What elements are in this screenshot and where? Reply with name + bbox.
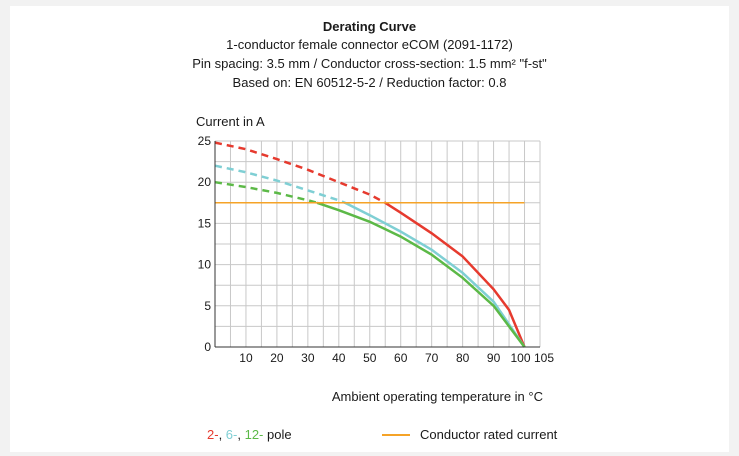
y-tick-label: 25 (198, 134, 212, 148)
x-tick-label: 10 (239, 351, 253, 365)
legend-pole-suffix: pole (263, 427, 292, 442)
chart-title: Derating Curve (322, 19, 417, 34)
y-tick-label: 15 (198, 216, 212, 230)
legend-poles: 2-, 6-, 12- pole (207, 427, 292, 442)
chart-header: Derating Curve 1-conductor female connec… (10, 18, 729, 92)
series-2-dashed (214, 141, 386, 204)
x-axis-label: Ambient operating temperature in °C (332, 389, 543, 404)
chart-grid (215, 140, 541, 347)
x-tick-label: 40 (332, 351, 346, 365)
y-tick-label: 5 (204, 299, 211, 313)
chart-subtitle-product: 1-conductor female connector eCOM (2091-… (226, 37, 513, 52)
x-tick-label: 90 (487, 351, 501, 365)
chart-subtitle-basis: Based on: EN 60512-5-2 / Reduction facto… (232, 75, 507, 90)
chart-tick-labels: 0 5 10 15 20 25 10 20 30 40 50 60 70 80 90 100 105 (198, 134, 555, 365)
series-12-dashed (214, 180, 318, 205)
legend-pole-2: 2- (207, 427, 219, 442)
chart-axes (214, 141, 540, 348)
y-tick-label: 0 (204, 340, 211, 354)
x-tick-label: 80 (456, 351, 470, 365)
chart-panel: Derating Curve 1-conductor female connec… (10, 6, 729, 452)
chart-series (214, 141, 526, 348)
y-axis-label: Current in A (196, 114, 265, 129)
series-6-dashed (214, 164, 346, 204)
y-tick-label: 10 (198, 258, 212, 272)
x-tick-label: 105 (534, 351, 554, 365)
x-tick-label: 30 (301, 351, 315, 365)
derating-chart: 0 5 10 15 20 25 10 20 30 40 50 60 70 80 90 100 105 Curre… (196, 114, 555, 436)
y-tick-label: 20 (198, 175, 212, 189)
chart-subtitle-spacing: Pin spacing: 3.5 mm / Conductor cross-se… (192, 56, 547, 71)
series-2-solid (384, 201, 526, 348)
x-tick-label: 100 (511, 351, 531, 365)
legend-sep-1: , (218, 427, 226, 442)
series-6-solid (344, 201, 526, 348)
legend-pole-12: 12- (244, 427, 264, 442)
x-tick-label: 20 (270, 351, 284, 365)
x-tick-label: 70 (425, 351, 439, 365)
legend-conductor: Conductor rated current (420, 427, 557, 442)
x-tick-label: 60 (394, 351, 408, 365)
legend-sep-2: , (237, 427, 245, 442)
legend-pole-6: 6- (225, 427, 238, 442)
legend-conductor-label: Conductor rated current (420, 427, 558, 442)
series-12-solid (316, 201, 526, 348)
x-tick-label: 50 (363, 351, 377, 365)
